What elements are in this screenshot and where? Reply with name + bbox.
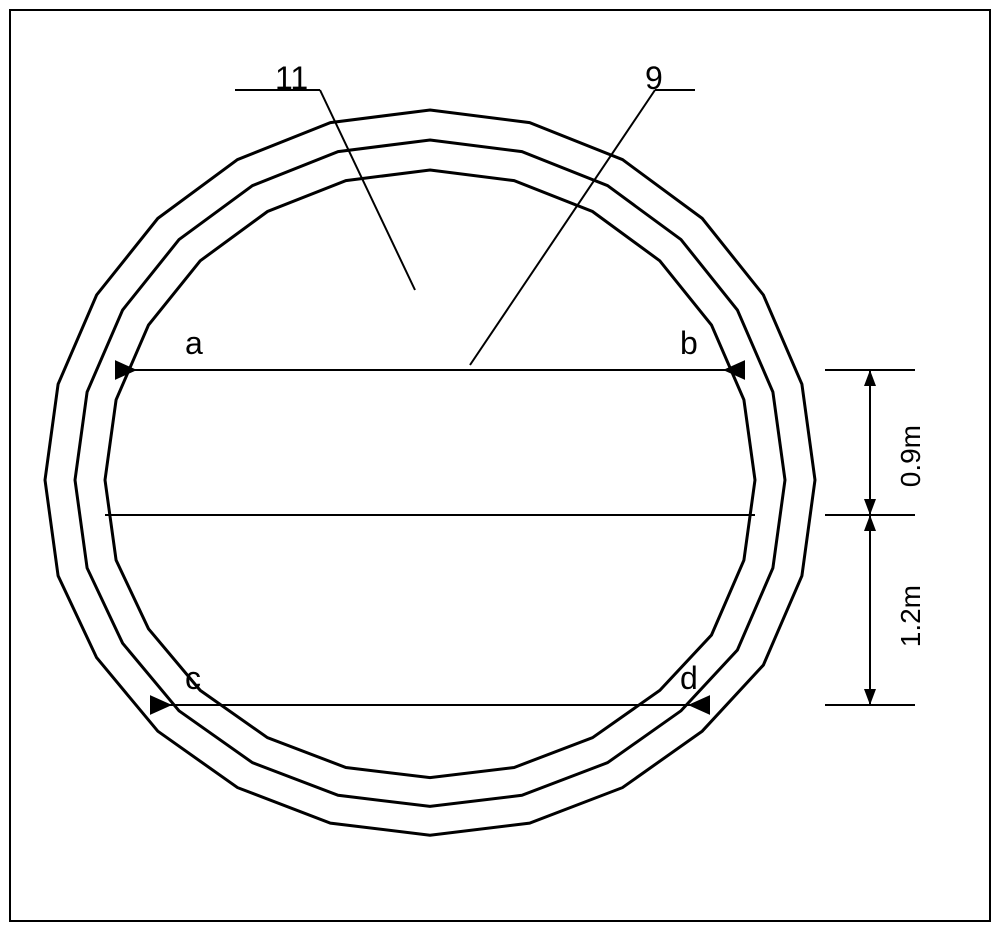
label-point-c: c (185, 660, 201, 697)
dimension-text-09m: 0.9m (895, 425, 927, 487)
outer-frame (10, 10, 990, 921)
dimension-group (825, 370, 915, 705)
leader-11-line (320, 90, 415, 290)
leader-9-line (470, 90, 655, 365)
label-point-a: a (185, 325, 203, 362)
ring-middle (75, 140, 785, 806)
diagram-container: a b c d 11 9 0.9m 1.2m (0, 0, 1000, 931)
label-ref-9: 9 (645, 60, 663, 97)
ring-outer (45, 110, 815, 835)
label-ref-11: 11 (275, 60, 308, 97)
label-point-b: b (680, 325, 698, 362)
diagram-svg (0, 0, 1000, 931)
label-point-d: d (680, 660, 698, 697)
ring-inner (105, 170, 755, 778)
dimension-text-12m: 1.2m (895, 585, 927, 647)
